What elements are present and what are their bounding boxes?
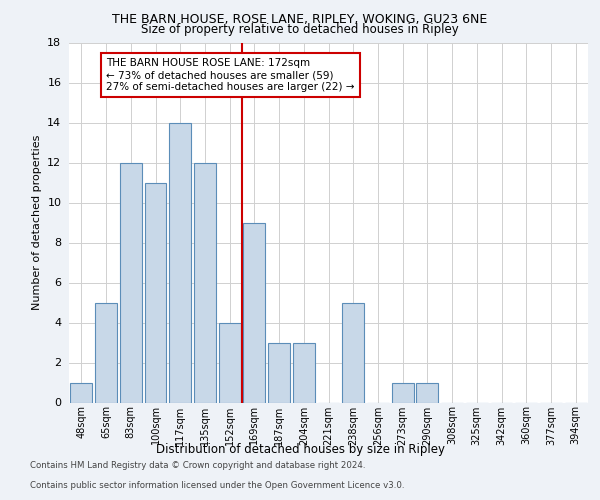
Bar <box>194 162 216 402</box>
Text: THE BARN HOUSE, ROSE LANE, RIPLEY, WOKING, GU23 6NE: THE BARN HOUSE, ROSE LANE, RIPLEY, WOKIN… <box>112 12 488 26</box>
Bar <box>95 302 117 402</box>
Bar <box>343 302 364 402</box>
Bar <box>244 222 265 402</box>
Y-axis label: Number of detached properties: Number of detached properties <box>32 135 41 310</box>
Text: Contains public sector information licensed under the Open Government Licence v3: Contains public sector information licen… <box>30 481 404 490</box>
Text: THE BARN HOUSE ROSE LANE: 172sqm
← 73% of detached houses are smaller (59)
27% o: THE BARN HOUSE ROSE LANE: 172sqm ← 73% o… <box>106 58 355 92</box>
Text: Contains HM Land Registry data © Crown copyright and database right 2024.: Contains HM Land Registry data © Crown c… <box>30 461 365 470</box>
Bar <box>70 382 92 402</box>
Text: Size of property relative to detached houses in Ripley: Size of property relative to detached ho… <box>141 22 459 36</box>
Text: Distribution of detached houses by size in Ripley: Distribution of detached houses by size … <box>155 442 445 456</box>
Bar <box>416 382 438 402</box>
Bar <box>145 182 166 402</box>
Bar <box>219 322 241 402</box>
Bar <box>392 382 413 402</box>
Bar <box>120 162 142 402</box>
Bar <box>293 342 314 402</box>
Bar <box>268 342 290 402</box>
Bar <box>169 122 191 402</box>
